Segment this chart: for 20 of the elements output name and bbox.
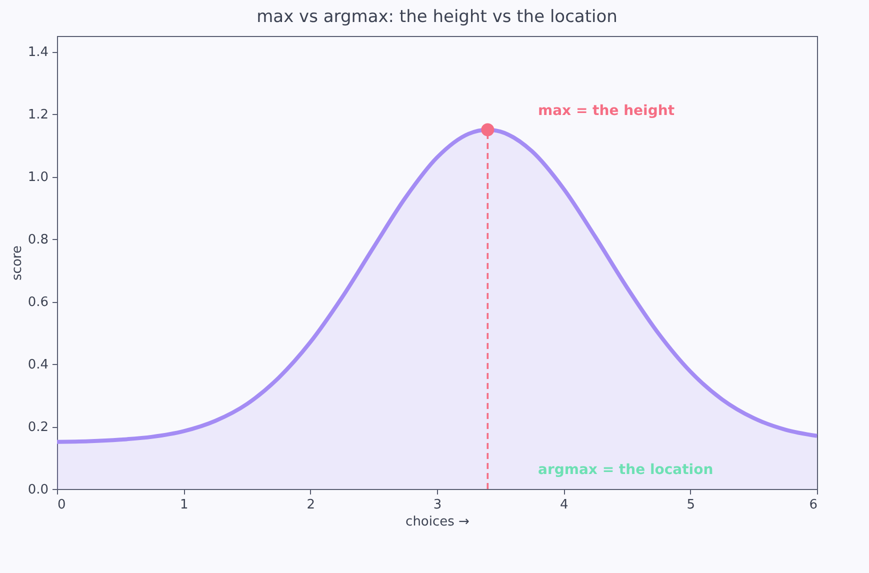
annotation: max = the height <box>538 103 675 119</box>
chart-title: max vs argmax: the height vs the location <box>256 7 618 27</box>
annotation: argmax = the location <box>538 462 714 478</box>
x-tick-label: 6 <box>809 498 818 512</box>
y-axis-title: score <box>10 246 25 280</box>
y-tick-label: 1.4 <box>28 45 48 60</box>
y-tick-label: 0.6 <box>28 295 48 310</box>
x-tick-label: 4 <box>560 498 568 512</box>
x-tick-label: 5 <box>686 498 695 512</box>
y-tick-label: 0.4 <box>28 358 48 373</box>
y-tick-label: 0.0 <box>28 482 48 498</box>
x-tick-label: 1 <box>180 498 188 512</box>
x-tick-label: 2 <box>306 498 315 512</box>
x-tick-label: 3 <box>433 498 442 512</box>
y-tick-label: 0.8 <box>28 232 48 248</box>
x-axis-title: choices → <box>406 514 470 530</box>
y-tick-label: 1.0 <box>28 170 48 186</box>
x-tick-label: 0 <box>58 498 66 512</box>
y-tick-label: 1.2 <box>28 108 48 123</box>
y-tick-label: 0.2 <box>28 420 48 436</box>
